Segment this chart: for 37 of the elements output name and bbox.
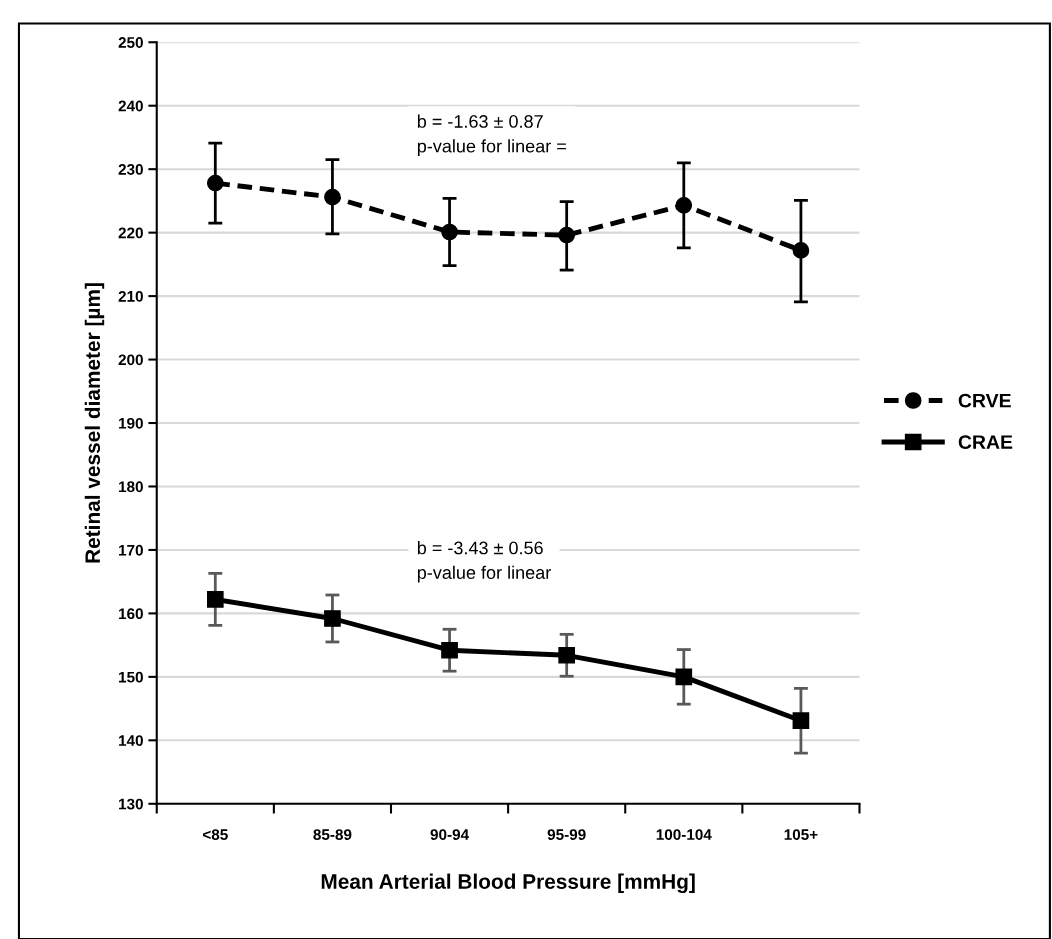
- y-tick-label: 170: [119, 544, 143, 556]
- x-tick-label: 100-104: [656, 829, 712, 841]
- x-axis-title: Mean Arterial Blood Pressure [mmHg]: [321, 873, 695, 894]
- point: [441, 223, 458, 241]
- y-tick-label: 140: [119, 735, 143, 747]
- point: [558, 646, 576, 664]
- legend-label: CRVE: [958, 393, 1011, 408]
- point: [324, 610, 341, 627]
- point: [206, 174, 224, 192]
- point: [558, 226, 576, 244]
- y-tick-label: 150: [119, 671, 143, 683]
- y-tick-label: 180: [119, 481, 143, 493]
- point: [441, 641, 458, 659]
- x-tick-label: 105+: [784, 829, 818, 841]
- legend-label: CRAE: [958, 435, 1013, 449]
- x-tick-label: 90-94: [430, 829, 470, 841]
- x-tick-label: 95-99: [547, 829, 586, 841]
- y-tick-label: 200: [118, 354, 143, 366]
- point: [206, 591, 224, 608]
- y-tick-label: 190: [119, 417, 143, 429]
- y-axis-title: Retinal vessel diameter [µm]: [84, 283, 105, 563]
- y-tick-label: 210: [118, 290, 143, 302]
- point: [675, 668, 693, 686]
- x-tick-label: <85: [202, 829, 228, 841]
- point: [675, 197, 693, 214]
- y-tick-label: 230: [118, 164, 143, 175]
- y-tick-label: 250: [118, 37, 143, 48]
- x-tick-label: 85-89: [313, 829, 352, 841]
- point: [792, 242, 810, 259]
- point: [792, 712, 810, 729]
- point: [324, 188, 341, 206]
- annotation: b = -3.43 ± 0.56 p-value for linear: [417, 541, 551, 583]
- y-tick-label: 220: [118, 227, 143, 239]
- y-tick-label: 240: [118, 100, 143, 112]
- annotation: b = -1.63 ± 0.87 p-value for linear =: [417, 114, 566, 157]
- y-tick-label: 160: [119, 608, 143, 620]
- y-tick-label: 130: [119, 798, 143, 810]
